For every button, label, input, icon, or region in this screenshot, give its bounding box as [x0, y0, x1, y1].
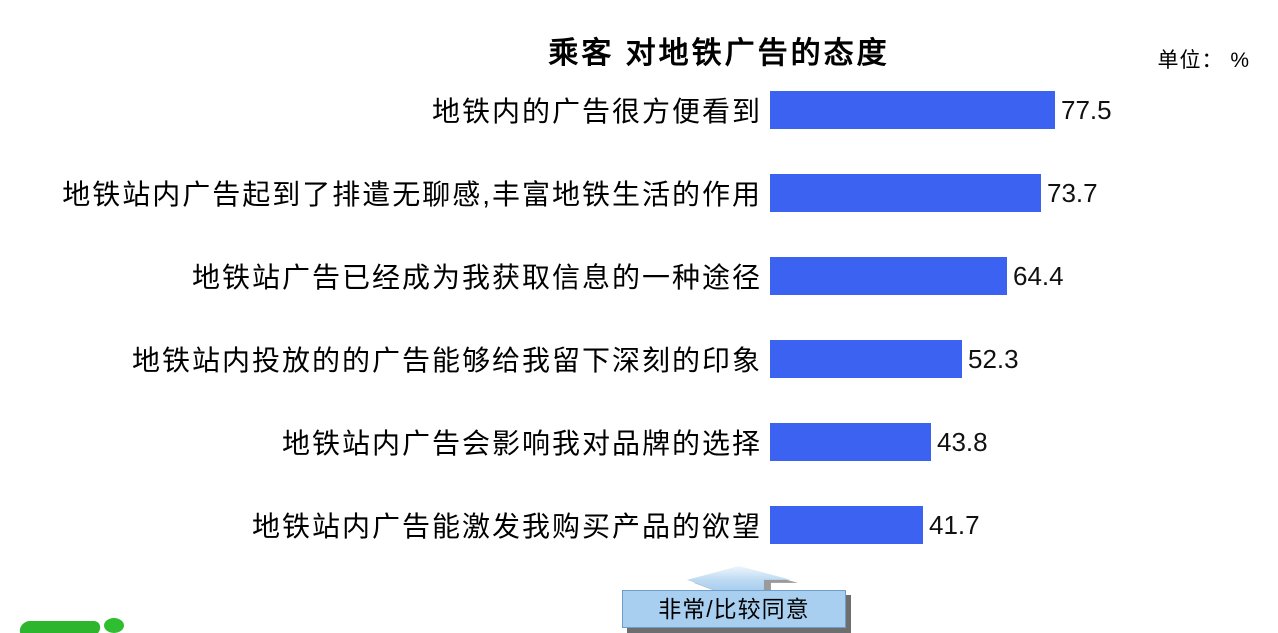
value-label: 77.5: [1061, 94, 1112, 125]
bar: [770, 423, 931, 461]
value-label: 43.8: [937, 426, 988, 457]
chart-title: 乘客 对地铁广告的态度: [548, 37, 890, 70]
value-label: 64.4: [1013, 260, 1064, 291]
bar: [770, 340, 962, 378]
bar-row: 地铁站内广告会影响我对品牌的选择 43.8: [0, 422, 1278, 462]
bar-row: 地铁站广告已经成为我获取信息的一种途径 64.4: [0, 256, 1278, 296]
unit-label: 单位： %: [1157, 49, 1250, 72]
value-label: 52.3: [968, 343, 1019, 374]
category-label: 地铁站广告已经成为我获取信息的一种途径: [191, 262, 762, 293]
bar: [770, 174, 1041, 212]
category-label: 地铁站内广告能激发我购买产品的欲望: [251, 511, 762, 542]
legend-label: 非常/比较同意: [622, 590, 846, 628]
category-label: 地铁站内广告会影响我对品牌的选择: [281, 428, 762, 459]
category-label: 地铁内的广告很方便看到: [431, 96, 762, 127]
bar-row: 地铁站内广告起到了排遣无聊感,丰富地铁生活的作用 73.7: [0, 173, 1278, 213]
category-label: 地铁站内广告起到了排遣无聊感,丰富地铁生活的作用: [62, 179, 762, 210]
bar: [770, 506, 923, 544]
bar: [770, 257, 1007, 295]
green-logo: [18, 618, 130, 633]
bar-row: 地铁站内投放的的广告能够给我留下深刻的印象 52.3: [0, 339, 1278, 379]
category-label: 地铁站内投放的的广告能够给我留下深刻的印象: [131, 345, 762, 376]
green-logo-dot: [104, 618, 124, 633]
up-arrow-icon: [687, 566, 798, 593]
bar: [770, 91, 1055, 129]
value-label: 41.7: [929, 509, 980, 540]
green-logo-swoosh: [18, 621, 102, 633]
up-arrow: [687, 566, 791, 590]
bar-row: 地铁站内广告能激发我购买产品的欲望 41.7: [0, 505, 1278, 545]
value-label: 73.7: [1047, 177, 1098, 208]
bar-row: 地铁内的广告很方便看到 77.5: [0, 90, 1278, 130]
legend-callout: 非常/比较同意: [622, 566, 856, 628]
